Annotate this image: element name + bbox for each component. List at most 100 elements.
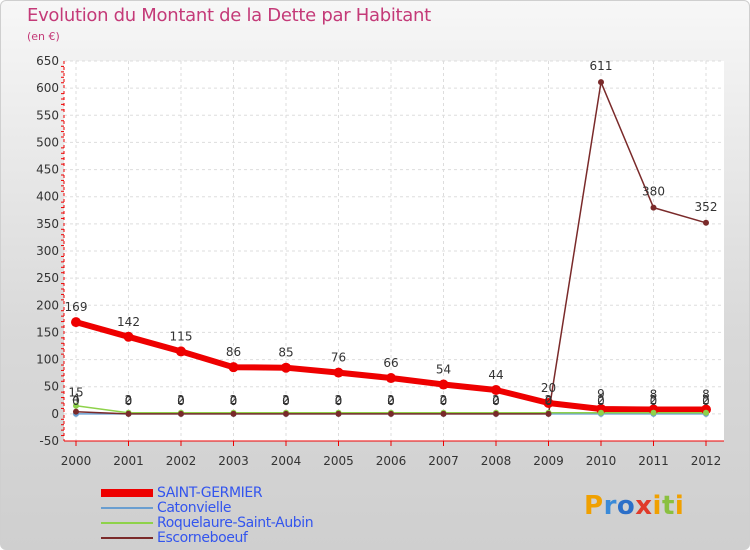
series-3-point [178,410,184,417]
y-tick-label: 50 [44,380,59,394]
logo-letter: P [584,491,604,521]
series-2-point [73,402,79,409]
x-tick-label: 2010 [586,454,617,468]
data-label: 0 [335,394,343,408]
data-label: 0 [492,394,500,408]
y-tick-label: 600 [36,81,59,95]
data-label: 20 [541,381,556,395]
data-label: 86 [226,345,241,359]
x-tick-label: 2005 [323,454,354,468]
x-tick-label: 2012 [691,454,722,468]
data-label: 2 [335,393,343,407]
legend-label: Escorneboeuf [157,530,248,546]
chart-subtitle: (en €) [27,30,60,43]
data-label: 0 [72,394,80,408]
series-2-point [650,409,657,416]
data-label: 9 [597,387,605,401]
x-tick-label: 2002 [166,454,197,468]
series-0-point [438,379,449,390]
y-tick-label: -50 [39,434,59,448]
data-label: 76 [331,351,346,365]
data-label: 15 [68,386,83,400]
data-label: 8 [702,388,710,402]
series-0-point [176,346,186,357]
series-3-point [598,79,604,86]
series-3-point [493,410,499,417]
series-0-point [71,317,81,328]
data-label: 0 [230,394,238,408]
series-3-point [440,410,447,417]
logo-letter: t [661,491,675,521]
data-label: 169 [65,300,88,314]
data-label: 8 [650,388,658,402]
legend-label: Catonvielle [157,500,232,516]
x-tick-label: 2008 [481,454,512,468]
data-label: 0 [230,394,238,408]
y-tick-label: 550 [36,108,59,122]
data-label: 0 [125,394,133,408]
data-label: 2 [177,393,185,407]
series-3-point [703,219,709,226]
legend-swatch [101,537,153,539]
legend-label: Roquelaure-Saint-Aubin [157,515,314,531]
series-3-point [335,410,342,417]
data-label: 611 [590,59,613,73]
y-tick-label: 400 [36,190,59,204]
x-tick-label: 2007 [428,454,459,468]
logo-letter: i [652,491,662,521]
y-tick-label: 250 [36,271,59,285]
data-label: 352 [695,200,718,214]
logo-letter: i [674,491,685,521]
data-label: 2 [387,393,395,407]
x-tick-label: 2004 [271,454,302,468]
data-label: 44 [488,368,503,382]
series-0-point [543,398,554,408]
x-tick-label: 2001 [113,454,144,468]
x-tick-label: 2009 [533,454,564,468]
series-0-point [123,331,134,342]
data-label: 2 [597,393,605,407]
y-tick-label: 100 [36,353,59,367]
chart-title: Evolution du Montant de la Dette par Hab… [27,5,431,26]
data-label: 2 [492,393,500,407]
data-label: 2 [282,393,290,407]
legend-label: SAINT-GERMIER [157,485,263,501]
series-3-point [650,204,657,211]
data-label: 2 [545,393,553,407]
series-3-point [73,408,79,415]
series-0-point [333,367,344,378]
legend-swatch [101,507,153,509]
y-tick-label: 500 [36,135,59,149]
series-3-point [230,410,237,417]
series-0-point [228,362,239,373]
data-label: 2 [230,393,238,407]
x-tick-label: 2003 [218,454,249,468]
data-label: 142 [117,315,140,329]
y-tick-label: 200 [36,298,59,312]
data-label: 54 [436,363,451,377]
y-tick-label: 350 [36,217,59,231]
data-label: 115 [170,329,193,343]
series-3-point [545,410,552,417]
logo-letter: o [616,491,636,521]
y-tick-label: 0 [51,407,59,421]
data-label: 0 [335,394,343,408]
data-label: 0 [545,394,553,408]
data-label: 0 [125,394,133,408]
series-2-point [598,409,604,416]
proxiti-logo: Proxiti [584,491,684,521]
data-label: 0 [282,394,290,408]
x-tick-label: 2000 [61,454,92,468]
data-label: 4 [72,392,80,406]
legend-swatch [101,489,153,497]
data-label: 0 [440,394,448,408]
data-label: 380 [642,185,665,199]
data-label: 0 [282,394,290,408]
data-label: 0 [545,394,553,408]
x-tick-label: 2011 [638,454,669,468]
data-label: 85 [278,346,293,360]
logo-letter: r [603,491,617,521]
data-label: 0 [597,394,605,408]
y-tick-label: 650 [36,54,59,68]
